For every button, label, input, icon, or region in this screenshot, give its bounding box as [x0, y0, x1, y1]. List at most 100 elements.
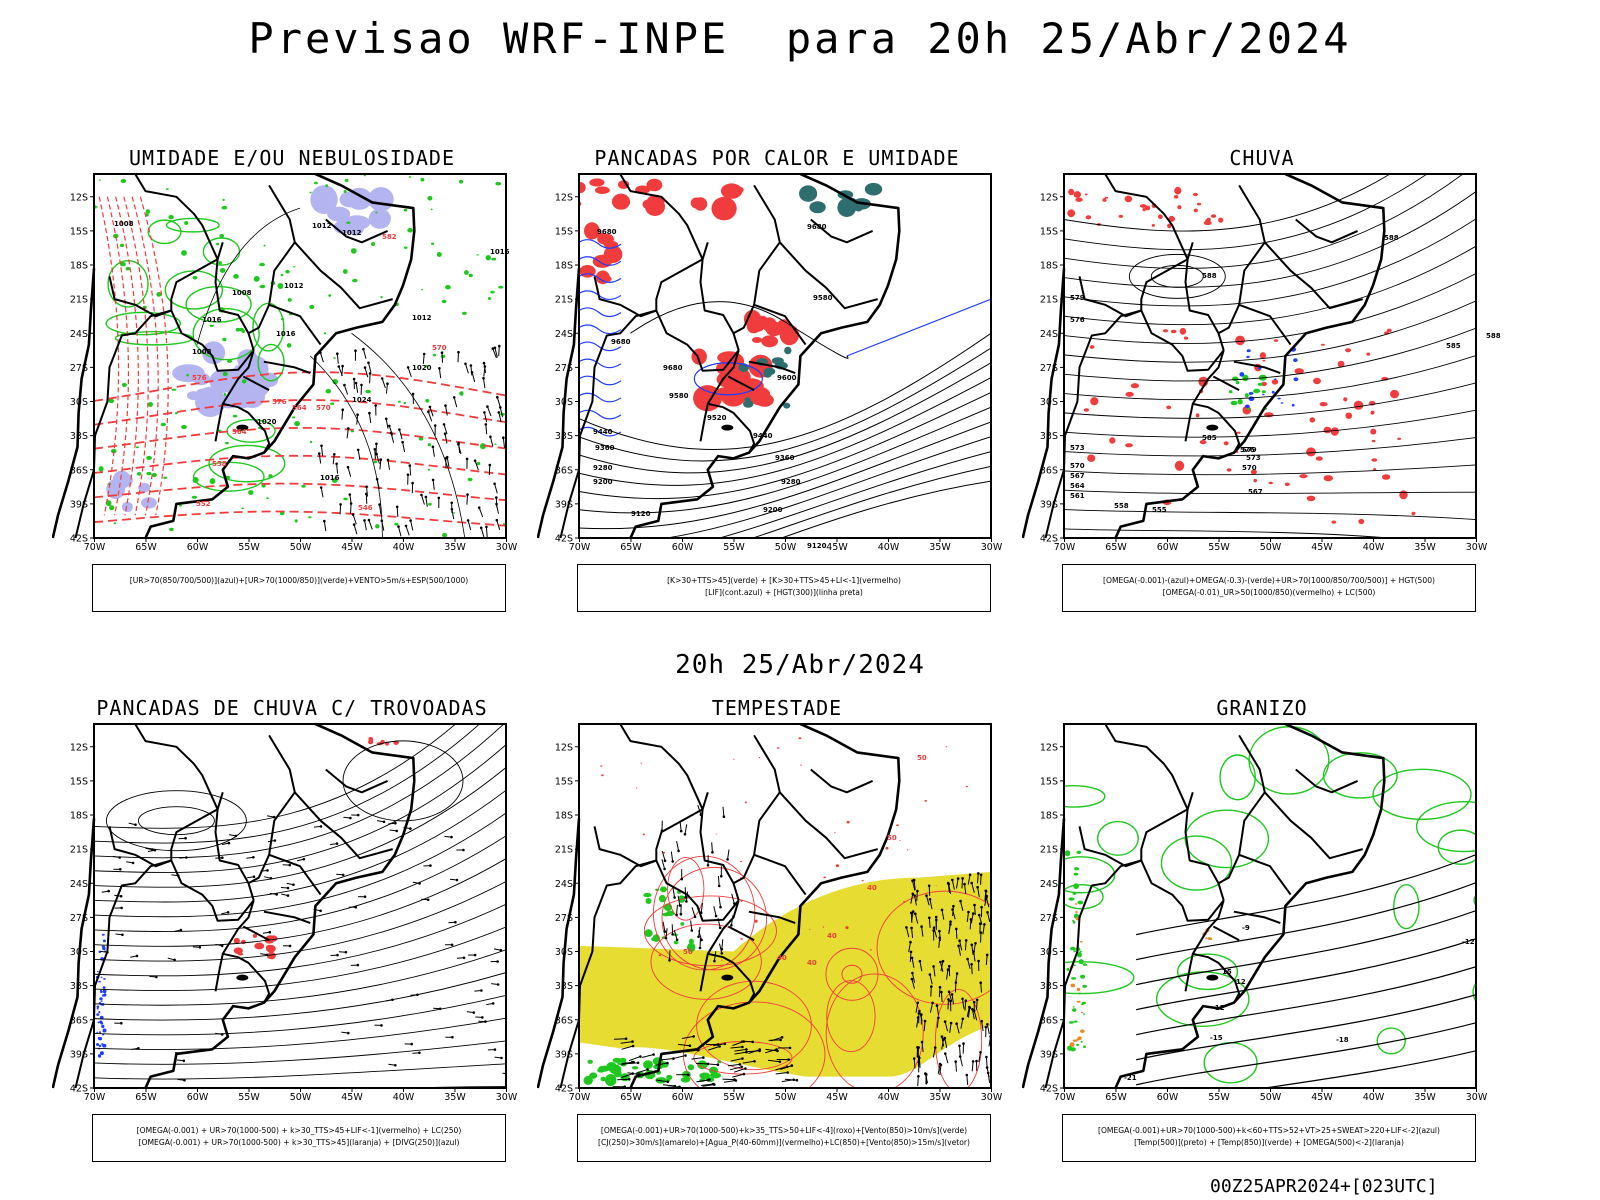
wind-vector-head [397, 525, 400, 528]
wind850-vector [940, 991, 943, 1003]
hgt300-label: 9280 [593, 464, 613, 472]
lagoon [236, 424, 249, 431]
x-tick-label: 45W [826, 1092, 848, 1103]
wind850-vector [955, 928, 958, 939]
y-tick-label: 27S [1040, 913, 1058, 924]
unstable-area [864, 182, 883, 196]
wind850-vector-head [914, 912, 917, 916]
divergence [98, 1011, 101, 1014]
rain-area [1358, 518, 1365, 525]
wind850-vector [784, 1078, 797, 1081]
wind-vector [368, 519, 373, 530]
humidity-low-level [425, 399, 430, 403]
temp500-contour [1135, 854, 1476, 936]
humidity-low-level [440, 354, 446, 358]
flow-arrow-head [416, 993, 419, 997]
hgt300-label: 9520 [707, 414, 727, 422]
isobar-label: 1016 [202, 316, 222, 324]
state-border [214, 350, 255, 442]
state-border [753, 241, 807, 346]
humidity-high-level [141, 497, 157, 509]
wind850-vector-head [978, 922, 982, 925]
thunder-area [385, 742, 389, 746]
wind850-vector-head [787, 1058, 790, 1061]
wind850-vector-head [935, 918, 938, 922]
hgt300-label: 9680 [597, 228, 617, 236]
wind850-vector-head [780, 1036, 784, 1039]
wind850-vector [933, 966, 936, 977]
wind-vector-head [320, 444, 323, 448]
thickness-label: 576 [272, 398, 287, 406]
y-tick-label: 39S [70, 499, 88, 510]
thunder-area [393, 740, 399, 745]
wind850-vector-head [949, 920, 952, 923]
x-tick-label: 45W [1311, 1092, 1333, 1103]
wind850-area [609, 1064, 622, 1075]
wind850-vector [912, 880, 916, 891]
wind850-vector-head [666, 1080, 669, 1083]
wind850-vector-head [686, 1073, 690, 1076]
wind850-area [645, 898, 652, 904]
rain-area [1218, 217, 1224, 223]
wind850-area [583, 1075, 593, 1085]
flow-arrow-head [292, 883, 295, 886]
unstable-area [784, 346, 792, 355]
divergence [97, 1036, 101, 1040]
humidity-low-level [261, 484, 266, 488]
rain-area [1259, 352, 1266, 359]
rain-strong [1232, 376, 1239, 382]
humidity-low-level [331, 478, 338, 483]
y-tick-label: 18S [1040, 811, 1058, 822]
pw-label: 40 [827, 932, 837, 940]
temp850-contour [1372, 768, 1472, 821]
flow-arrow-head [462, 956, 466, 960]
wind-vector-head [465, 457, 469, 461]
wind850-vector-head [706, 1062, 710, 1066]
humidity-low-level [459, 391, 464, 396]
flow-arrow-head [395, 829, 399, 833]
wind850-vector-head [663, 867, 666, 871]
state-border [1044, 859, 1142, 1089]
flow-arrow-head [184, 836, 187, 840]
divergence [100, 1051, 104, 1055]
humidity-low-level [425, 365, 428, 368]
rain-area [1397, 437, 1402, 440]
unstable-li-area [579, 265, 596, 278]
wind850-vector-head [668, 959, 671, 962]
rain-area [1337, 360, 1345, 368]
humidity-low-level [241, 507, 244, 510]
coastline-east [144, 722, 416, 1089]
wind-vector-head [411, 481, 414, 485]
flow-arrow-head [137, 1047, 140, 1050]
thickness-label: 564 [232, 428, 247, 436]
panel-title: PANCADAS POR CALOR E UMIDADE [594, 146, 960, 170]
wind-vector-head [368, 372, 372, 375]
wind850-vector [984, 890, 987, 901]
temp-label: 15 [1222, 968, 1232, 976]
streamline [94, 949, 506, 1006]
x-tick-label: 30W [981, 542, 1003, 553]
x-tick-label: 45W [341, 1092, 363, 1103]
rain-area [1177, 205, 1182, 210]
legend-line: [OMEGA(-0.001)-(azul)+OMEGA(-0.3)-(verde… [1103, 576, 1435, 585]
flow-arrow-head [394, 821, 397, 825]
unstable-area [771, 357, 784, 365]
streamline [94, 724, 505, 859]
humidity-low-level [328, 294, 332, 297]
wind850-vector [948, 924, 951, 935]
wind850-vector-head [971, 1008, 974, 1011]
streamline [94, 835, 506, 933]
wind850-vector [967, 958, 971, 969]
y-tick-label: 18S [70, 811, 88, 822]
wind850-vector [921, 926, 924, 937]
wind850-vector-head [790, 1064, 794, 1067]
temp850-area [1072, 1006, 1075, 1008]
y-tick-label: 42S [70, 534, 88, 545]
state-border [1078, 808, 1189, 868]
wind-vector [499, 407, 503, 418]
rain-area [1345, 348, 1351, 353]
map-trovoadas: 70W 65W 60W 55W 50W 45W 40W 35W 30W12S15S18S21S2… [52, 722, 518, 1103]
thickness-label: 558 [212, 460, 227, 468]
wind-vector [480, 527, 485, 538]
wind-vector-head [499, 406, 502, 409]
